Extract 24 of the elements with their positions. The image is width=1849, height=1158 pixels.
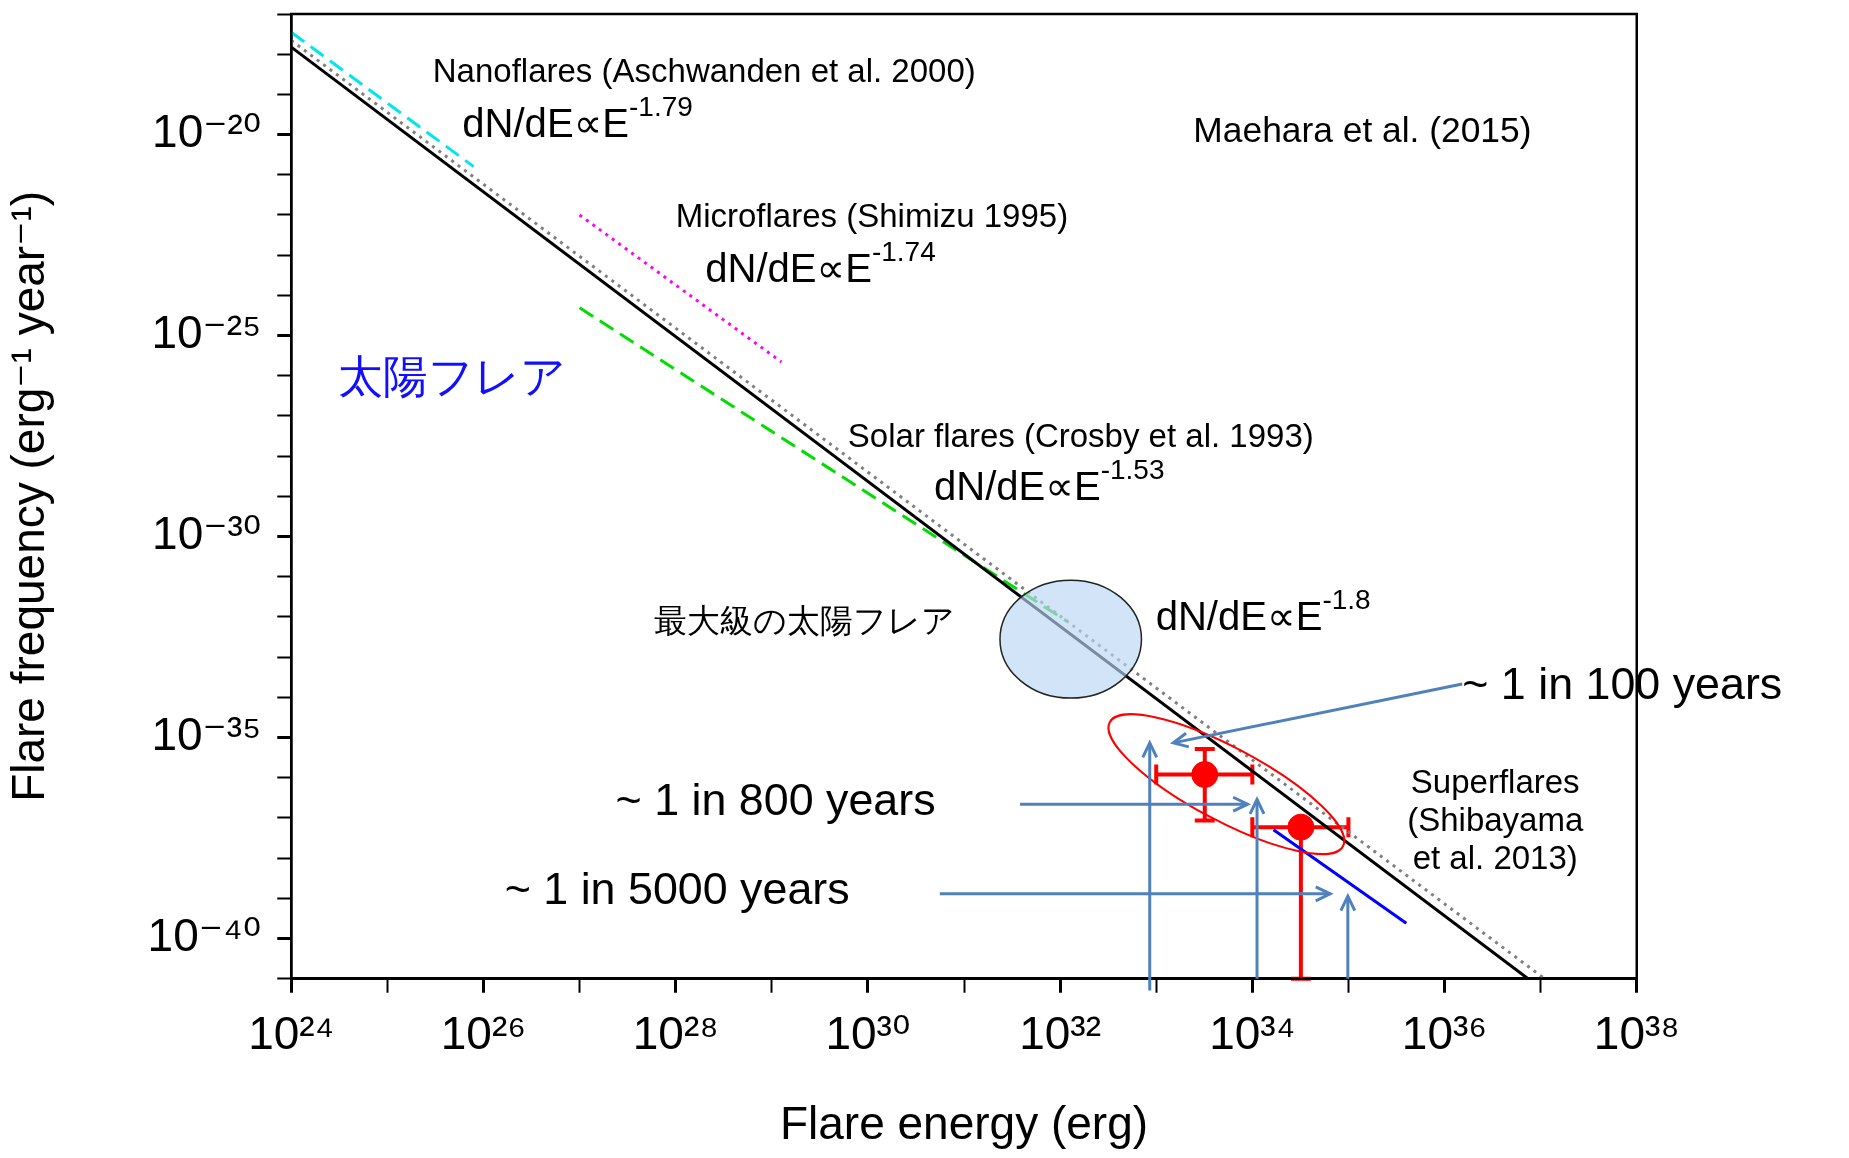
x-tick-label: 10²⁸ (632, 1007, 719, 1060)
x-tick-label: 10³⁰ (825, 1007, 911, 1060)
annotation: 最大級の太陽フレア (654, 601, 956, 639)
y-tick-label: 10⁻³⁰ (152, 507, 262, 560)
y-tick-label: 10⁻⁴⁰ (147, 909, 262, 962)
annotation: Solar flares (Crosby et al. 1993) (847, 416, 1314, 454)
annotation: Nanoflares (Aschwanden et al. 2000) (432, 52, 976, 90)
annotation: Microflares (Shimizu 1995) (675, 197, 1069, 235)
y-tick-label: 10⁻³⁵ (151, 708, 262, 761)
y-axis-title: Flare frequency (erg⁻¹ year⁻¹) (2, 190, 55, 802)
x-tick-label: 10²⁴ (248, 1007, 335, 1060)
y-tick-label: 10⁻²⁵ (151, 306, 262, 359)
x-tick-label: 10³⁸ (1593, 1007, 1680, 1060)
x-tick-label: 10²⁶ (440, 1007, 527, 1060)
x-tick-label: 10³⁶ (1401, 1007, 1488, 1060)
annotation: Superflares (Shibayama et al. 2013) (1407, 763, 1584, 877)
y-tick-label: 10⁻²⁰ (152, 105, 262, 158)
annotation: ~ 1 in 5000 years (504, 862, 850, 913)
annotation: 太陽フレア (338, 351, 567, 402)
annotation: ~ 1 in 800 years (615, 774, 936, 825)
x-axis-title: Flare energy (erg) (779, 1097, 1149, 1150)
x-tick-label: 10³² (1019, 1007, 1102, 1060)
x-tick-label: 10³⁴ (1209, 1007, 1296, 1060)
annotation: Maehara et al. (2015) (1193, 109, 1532, 149)
